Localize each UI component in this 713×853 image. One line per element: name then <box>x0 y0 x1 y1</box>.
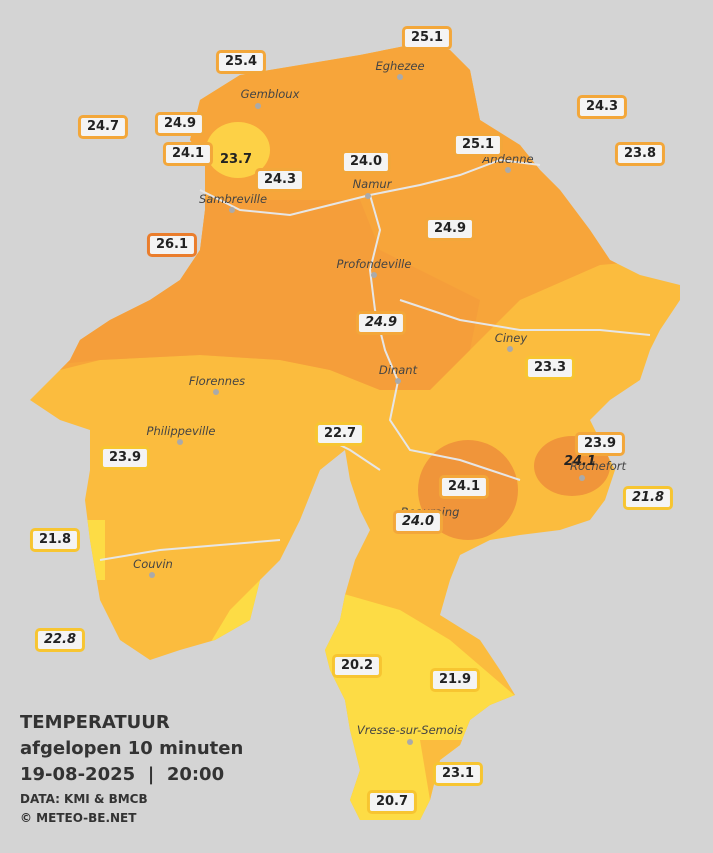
town-label: Rochefort <box>569 459 627 473</box>
station-value: 23.1 <box>432 762 484 786</box>
town-label: Profondeville <box>336 257 412 271</box>
town-label: Couvin <box>133 557 173 571</box>
legend-subtitle: afgelopen 10 minuten <box>20 738 244 759</box>
station-value: 23.9 <box>574 432 626 456</box>
town-label: Gembloux <box>240 87 300 101</box>
station-value: 21.9 <box>429 668 481 692</box>
station-value: 24.9 <box>355 311 407 335</box>
station-value: 23.9 <box>99 446 151 470</box>
town-dot <box>255 103 261 109</box>
town-label: Florennes <box>188 374 246 388</box>
station-value: 24.9 <box>424 217 476 241</box>
legend-separator: | <box>147 764 155 785</box>
town-label: Dinant <box>378 363 418 377</box>
station-value: 25.4 <box>215 50 267 74</box>
town-dot <box>407 739 413 745</box>
station-value: 24.3 <box>254 168 306 192</box>
station-value: 25.1 <box>452 133 504 157</box>
legend-title: TEMPERATUUR <box>20 712 170 733</box>
town-label: Philippeville <box>146 424 216 438</box>
station-value: 22.7 <box>314 422 366 446</box>
town-dot <box>397 74 403 80</box>
legend-date: 19-08-2025 <box>20 764 136 785</box>
station-value: 24.0 <box>340 150 392 174</box>
station-value: 25.1 <box>401 26 453 50</box>
legend-source: DATA: KMI & BMCB <box>20 792 148 806</box>
town-dot <box>365 193 371 199</box>
station-value: 26.1 <box>146 233 198 257</box>
town-dot <box>213 389 219 395</box>
station-value: 23.8 <box>614 142 666 166</box>
town-dot <box>507 346 513 352</box>
station-value: 24.1 <box>563 454 597 469</box>
station-value: 21.8 <box>622 486 674 510</box>
town-label: Namur <box>352 177 392 191</box>
town-label: Vresse-sur-Semois <box>356 723 464 737</box>
legend-datetime: 19-08-2025 | 20:00 <box>20 764 224 785</box>
town-dot <box>229 207 235 213</box>
station-value: 23.3 <box>524 356 576 380</box>
town-dot <box>579 475 585 481</box>
station-value: 24.0 <box>392 510 444 534</box>
station-value: 22.8 <box>34 628 86 652</box>
town-dot <box>149 572 155 578</box>
station-value: 24.3 <box>576 95 628 119</box>
station-value: 21.8 <box>29 528 81 552</box>
town-label: Sambreville <box>198 192 268 206</box>
legend-time: 20:00 <box>166 764 225 785</box>
station-value: 20.2 <box>331 654 383 678</box>
station-value: 24.7 <box>77 115 129 139</box>
station-value: 24.1 <box>162 142 214 166</box>
station-value: 23.7 <box>219 152 253 167</box>
legend-credit: © METEO-BE.NET <box>20 811 137 825</box>
town-label: Ciney <box>494 331 528 345</box>
station-value: 20.7 <box>366 790 418 814</box>
town-dot <box>395 378 401 384</box>
station-value: 24.1 <box>438 475 490 499</box>
town-label: Eghezee <box>375 59 425 73</box>
town-dot <box>177 439 183 445</box>
station-value: 24.9 <box>154 112 206 136</box>
town-dot <box>371 272 377 278</box>
town-dot <box>505 167 511 173</box>
